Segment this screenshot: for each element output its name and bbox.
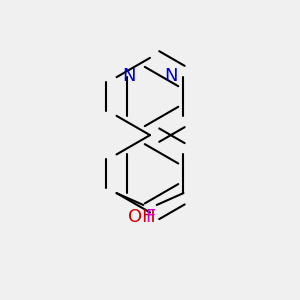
Text: F: F — [145, 208, 155, 226]
Text: N: N — [164, 67, 178, 85]
Text: N: N — [122, 67, 136, 85]
Text: OH: OH — [128, 208, 155, 226]
